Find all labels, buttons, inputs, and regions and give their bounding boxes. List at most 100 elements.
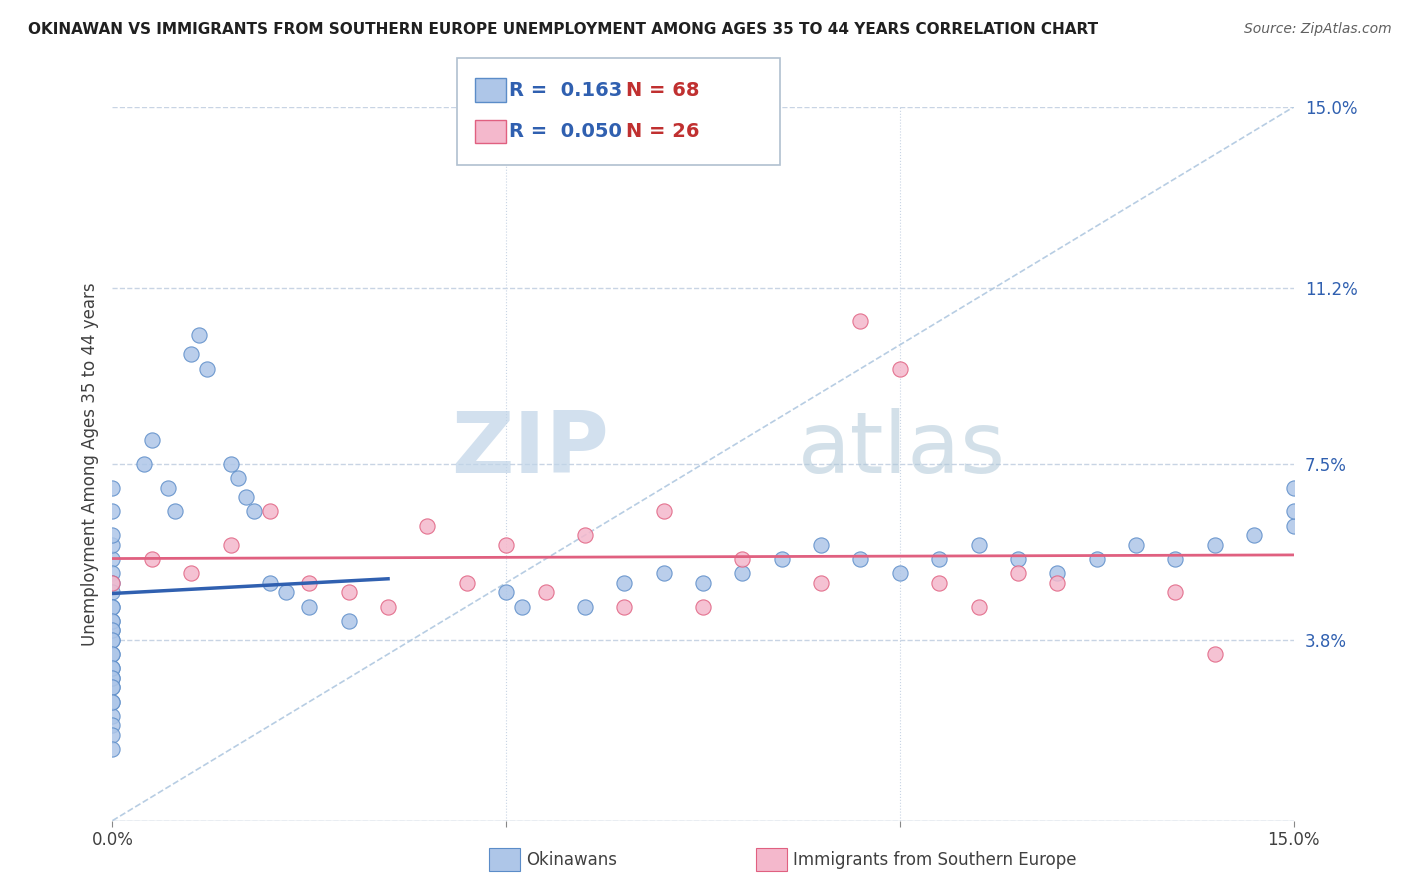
Point xyxy=(1204,647,1226,661)
Point xyxy=(849,314,872,328)
Text: OKINAWAN VS IMMIGRANTS FROM SOUTHERN EUROPE UNEMPLOYMENT AMONG AGES 35 TO 44 YEA: OKINAWAN VS IMMIGRANTS FROM SOUTHERN EUR… xyxy=(28,22,1098,37)
Point xyxy=(1085,552,1108,566)
Point xyxy=(416,518,439,533)
Point xyxy=(298,599,321,614)
Point xyxy=(101,632,124,647)
Text: N = 26: N = 26 xyxy=(626,121,699,141)
Point xyxy=(298,575,321,590)
Point xyxy=(1007,552,1029,566)
Point xyxy=(1164,552,1187,566)
Point xyxy=(101,718,124,732)
Point xyxy=(101,695,124,709)
Point xyxy=(889,361,911,376)
Point xyxy=(101,504,124,518)
Point xyxy=(692,575,714,590)
Point xyxy=(849,552,872,566)
Point xyxy=(180,566,202,581)
Point xyxy=(1282,518,1305,533)
Point xyxy=(1243,528,1265,542)
Point xyxy=(101,585,124,599)
Point xyxy=(928,552,950,566)
Point xyxy=(377,599,399,614)
Point xyxy=(652,504,675,518)
Point xyxy=(156,481,179,495)
Point xyxy=(101,647,124,661)
Point xyxy=(1046,575,1069,590)
Point xyxy=(259,504,281,518)
Point xyxy=(195,361,218,376)
Point xyxy=(101,528,124,542)
Point xyxy=(180,347,202,361)
Point xyxy=(613,575,636,590)
Point xyxy=(101,647,124,661)
Point xyxy=(235,490,257,504)
Text: ZIP: ZIP xyxy=(451,408,609,491)
Text: Immigrants from Southern Europe: Immigrants from Southern Europe xyxy=(793,851,1077,869)
Point xyxy=(770,552,793,566)
Point xyxy=(1007,566,1029,581)
Point xyxy=(574,599,596,614)
Point xyxy=(141,552,163,566)
Point xyxy=(810,575,832,590)
Text: atlas: atlas xyxy=(797,408,1005,491)
Point xyxy=(1282,504,1305,518)
Point xyxy=(101,661,124,675)
Point xyxy=(101,661,124,675)
Point xyxy=(101,742,124,756)
Point xyxy=(101,624,124,638)
Point xyxy=(967,599,990,614)
Point xyxy=(967,538,990,552)
Point xyxy=(101,671,124,685)
Point xyxy=(101,481,124,495)
Point xyxy=(337,585,360,599)
Point xyxy=(101,681,124,695)
Point xyxy=(613,599,636,614)
Point xyxy=(495,585,517,599)
Point xyxy=(510,599,533,614)
Point xyxy=(274,585,297,599)
Point xyxy=(731,552,754,566)
Point xyxy=(534,585,557,599)
Point xyxy=(188,328,211,343)
Point xyxy=(132,457,155,471)
Point xyxy=(101,695,124,709)
Point xyxy=(574,528,596,542)
Point xyxy=(259,575,281,590)
Point xyxy=(219,538,242,552)
Point xyxy=(101,728,124,742)
Point xyxy=(101,614,124,628)
Y-axis label: Unemployment Among Ages 35 to 44 years: Unemployment Among Ages 35 to 44 years xyxy=(80,282,98,646)
Point xyxy=(101,624,124,638)
Point xyxy=(928,575,950,590)
Point xyxy=(1282,481,1305,495)
Point xyxy=(101,538,124,552)
Point xyxy=(101,709,124,723)
Point xyxy=(456,575,478,590)
Point xyxy=(731,566,754,581)
Point xyxy=(692,599,714,614)
Point xyxy=(101,632,124,647)
Point xyxy=(101,566,124,581)
Point xyxy=(101,599,124,614)
Point xyxy=(101,614,124,628)
Point xyxy=(165,504,187,518)
Point xyxy=(1125,538,1147,552)
Text: R =  0.163: R = 0.163 xyxy=(509,80,623,100)
Point xyxy=(495,538,517,552)
Point xyxy=(101,671,124,685)
Point xyxy=(243,504,266,518)
Point xyxy=(652,566,675,581)
Point xyxy=(101,575,124,590)
Text: Okinawans: Okinawans xyxy=(526,851,617,869)
Point xyxy=(810,538,832,552)
Point xyxy=(101,575,124,590)
Point xyxy=(228,471,250,485)
Point xyxy=(1204,538,1226,552)
Text: Source: ZipAtlas.com: Source: ZipAtlas.com xyxy=(1244,22,1392,37)
Point xyxy=(1046,566,1069,581)
Point xyxy=(337,614,360,628)
Point xyxy=(219,457,242,471)
Point xyxy=(101,552,124,566)
Point xyxy=(101,681,124,695)
Text: R =  0.050: R = 0.050 xyxy=(509,121,621,141)
